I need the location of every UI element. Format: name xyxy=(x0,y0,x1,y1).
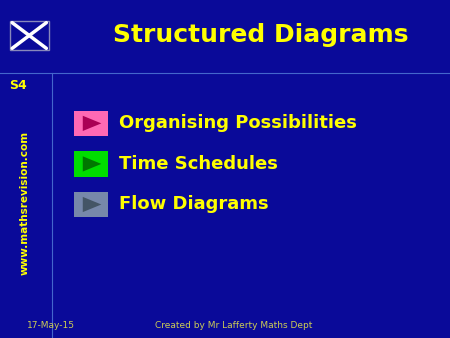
Text: Organising Possibilities: Organising Possibilities xyxy=(119,114,357,132)
Polygon shape xyxy=(83,156,101,172)
Text: www.mathsrevision.com: www.mathsrevision.com xyxy=(20,131,30,275)
Polygon shape xyxy=(83,116,101,131)
Bar xyxy=(74,192,108,217)
Bar xyxy=(10,21,49,50)
Text: Created by Mr Lafferty Maths Dept: Created by Mr Lafferty Maths Dept xyxy=(155,320,313,330)
Bar xyxy=(74,111,108,136)
Polygon shape xyxy=(83,197,101,212)
Text: Time Schedules: Time Schedules xyxy=(119,155,278,173)
Text: 17-May-15: 17-May-15 xyxy=(27,320,75,330)
Text: S4: S4 xyxy=(9,79,27,92)
Text: Structured Diagrams: Structured Diagrams xyxy=(113,23,409,48)
Bar xyxy=(74,151,108,176)
Text: Flow Diagrams: Flow Diagrams xyxy=(119,195,269,214)
